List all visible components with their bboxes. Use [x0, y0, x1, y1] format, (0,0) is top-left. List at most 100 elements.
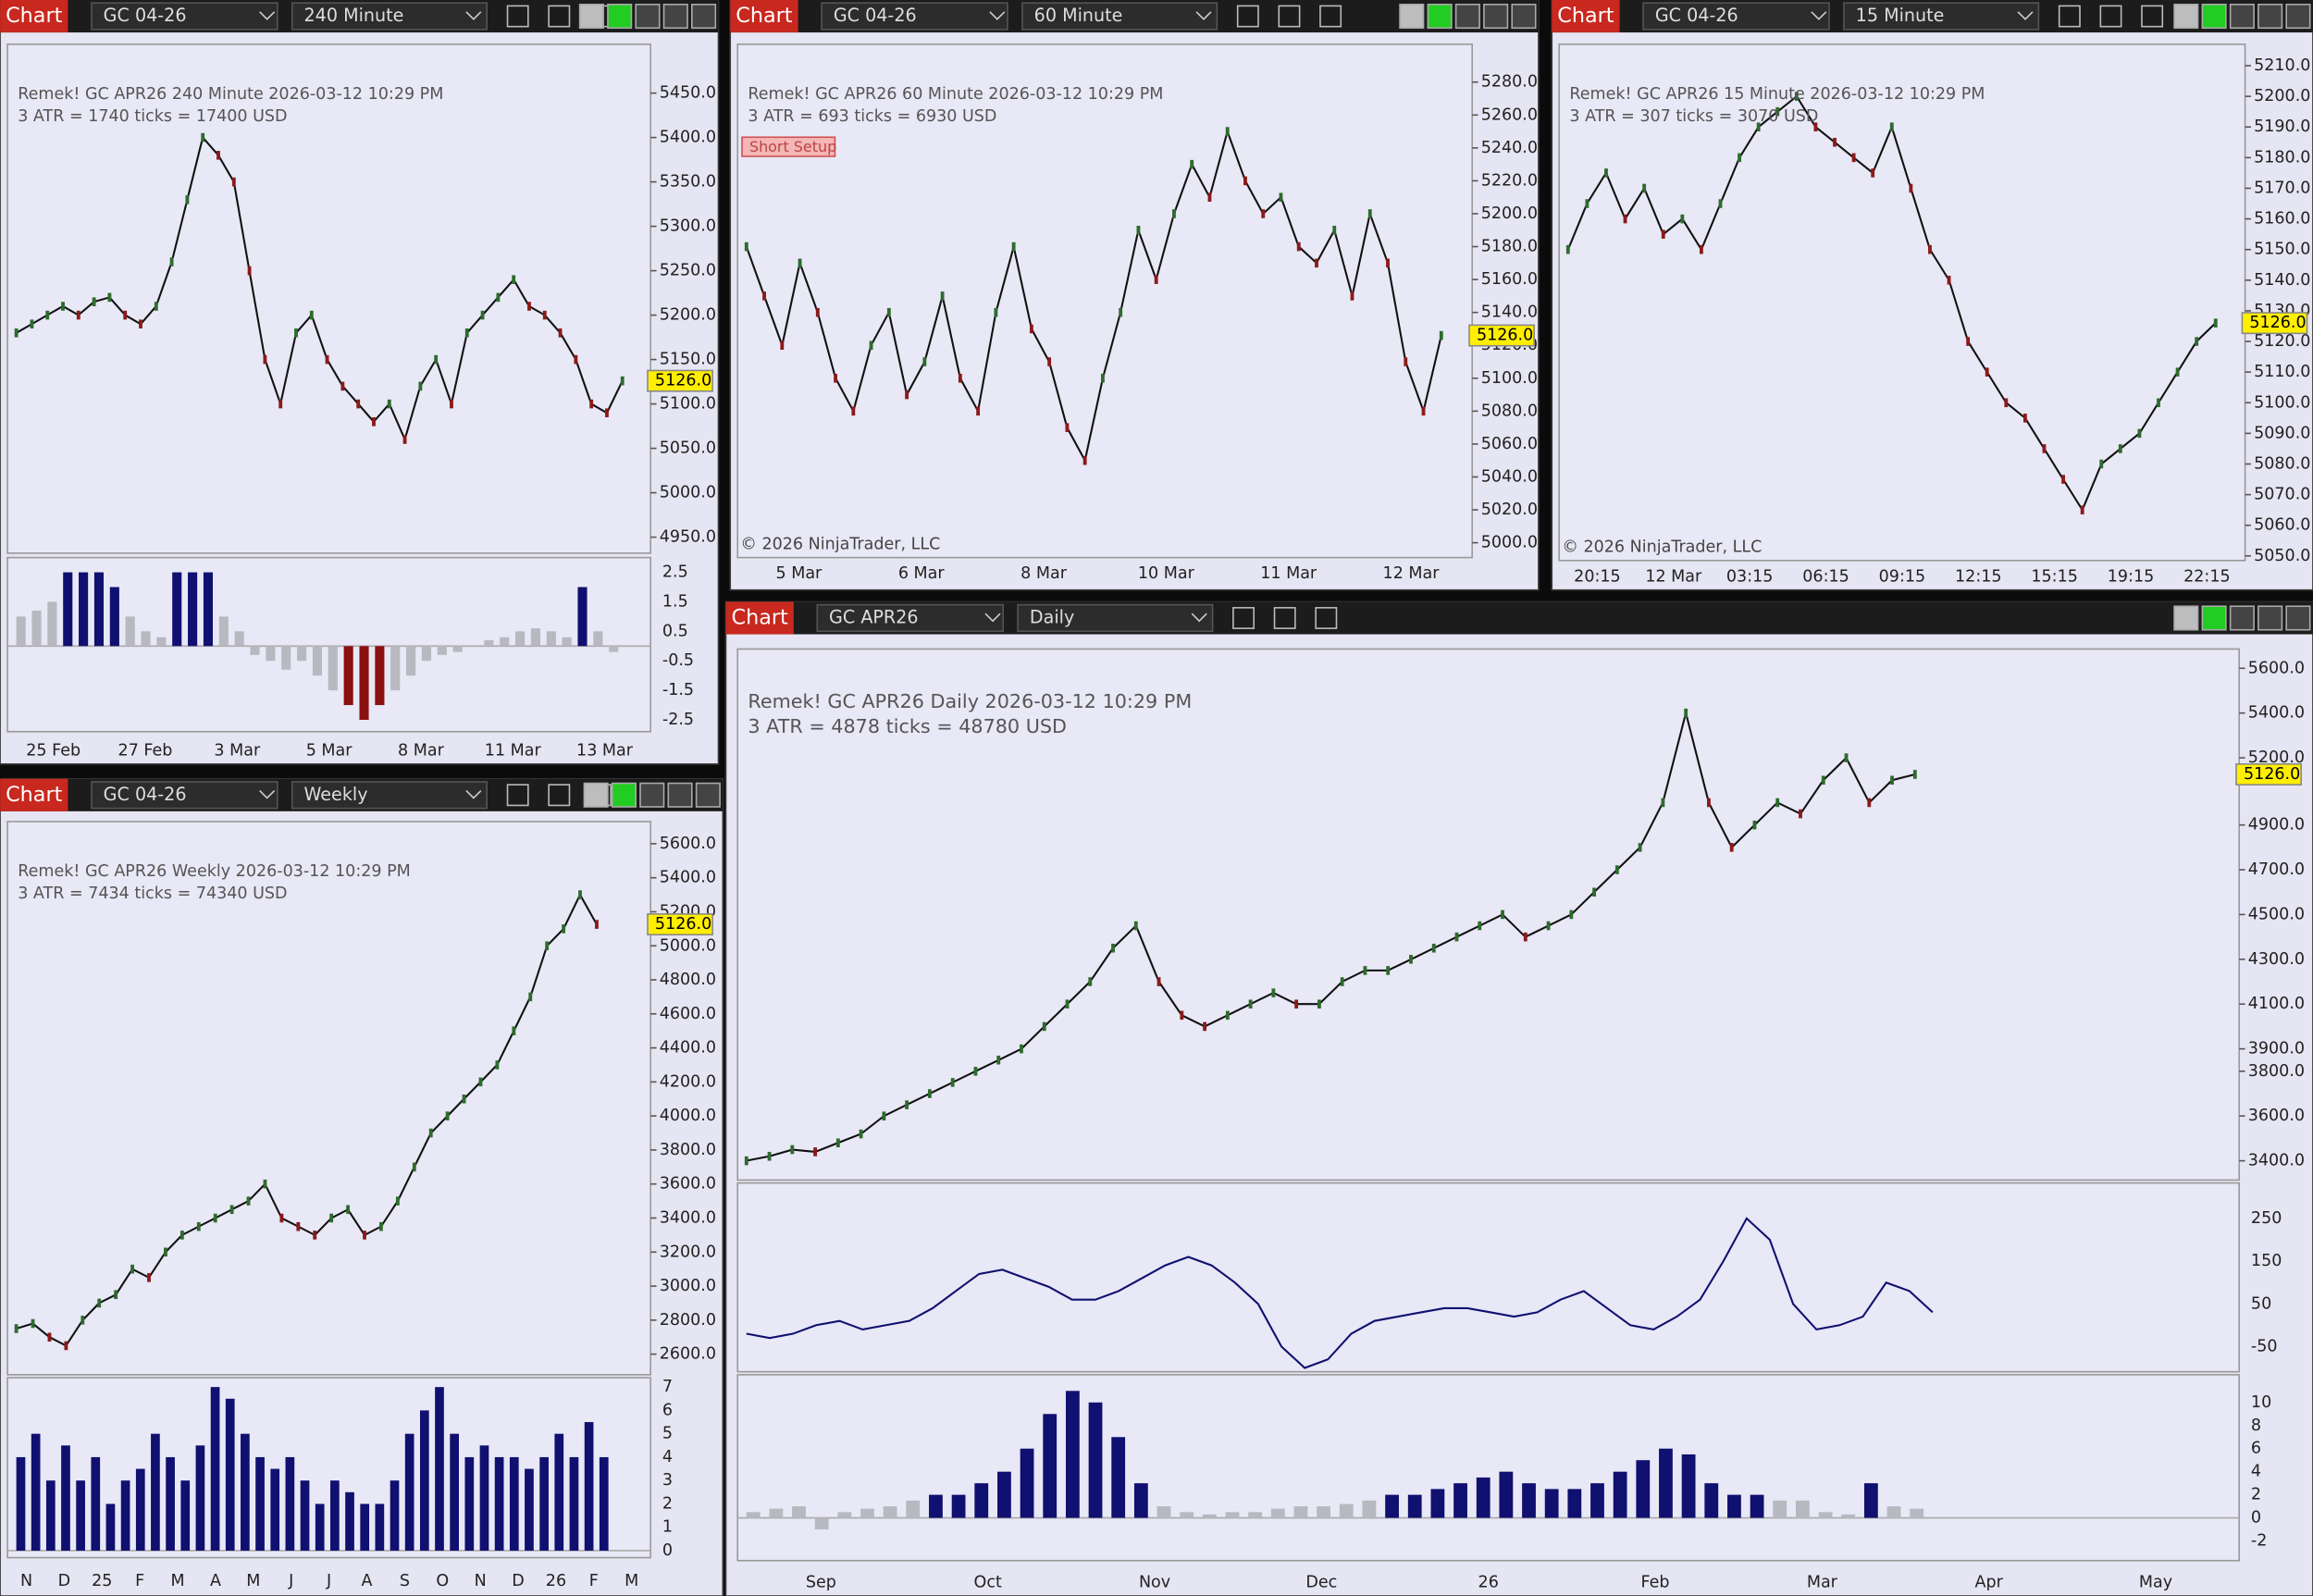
chart-tab[interactable]	[725, 601, 794, 635]
window-button[interactable]	[2229, 605, 2255, 631]
instrument-selector[interactable]	[821, 2, 1008, 31]
indicator-tick-label: -2	[2251, 1532, 2267, 1551]
price-tick-label: 3800.0	[2248, 1062, 2305, 1081]
chart-tab[interactable]	[0, 0, 68, 33]
chart-tab[interactable]	[1552, 0, 1620, 33]
window-button[interactable]	[695, 782, 721, 808]
indicator-tick-label: -0.5	[662, 651, 694, 670]
instrument-selector[interactable]	[91, 781, 278, 810]
price-marker	[2241, 312, 2308, 335]
instrument-text: GC APR26	[829, 606, 919, 627]
candle	[445, 1111, 450, 1120]
toolbar-tool[interactable]	[1232, 607, 1255, 629]
candle	[1317, 999, 1321, 1009]
histogram-bar	[156, 637, 167, 647]
interval-selector[interactable]	[1021, 2, 1218, 31]
price-tick-label: 4100.0	[2248, 995, 2305, 1013]
toolbar-tool[interactable]	[2141, 5, 2164, 28]
window-button[interactable]	[1427, 3, 1453, 30]
window-button[interactable]	[1454, 3, 1480, 30]
time-label: 3 Mar	[214, 741, 261, 760]
price-tick-label: 4950.0	[660, 528, 716, 547]
candle	[1638, 843, 1642, 852]
histogram-bar	[484, 639, 494, 647]
instrument-selector[interactable]	[91, 2, 278, 31]
candle	[744, 241, 748, 252]
price-tick-label: 5000.0	[660, 936, 716, 955]
candle	[1821, 775, 1825, 786]
window-button[interactable]	[1483, 3, 1509, 30]
histogram-bar	[1476, 1477, 1490, 1518]
histogram-bar	[93, 572, 105, 647]
price-tick-label: 2800.0	[660, 1311, 716, 1330]
price-tick-label: 5450.0	[660, 84, 716, 103]
price-tick-label: 5050.0	[2254, 547, 2310, 565]
window-button[interactable]	[611, 782, 637, 808]
toolbar-tool[interactable]	[1236, 5, 1259, 28]
price-tick-label: 3200.0	[660, 1243, 716, 1261]
window-button[interactable]	[2173, 605, 2199, 631]
window-button[interactable]	[2257, 605, 2283, 631]
toolbar-tool[interactable]	[506, 5, 529, 28]
chart-tab[interactable]	[730, 0, 798, 33]
histogram-bar	[234, 631, 244, 647]
window-button[interactable]	[2173, 3, 2199, 30]
window-button[interactable]	[2285, 605, 2311, 631]
window-button[interactable]	[639, 782, 665, 808]
window-button[interactable]	[635, 3, 661, 30]
candle	[247, 266, 252, 276]
window-button[interactable]	[1511, 3, 1537, 30]
window-button[interactable]	[2229, 3, 2255, 30]
toolbar-tool[interactable]	[1319, 5, 1342, 28]
candle	[1729, 843, 1734, 852]
histogram-bar	[1681, 1454, 1696, 1518]
window-button[interactable]	[583, 782, 609, 808]
toolbar-tool[interactable]	[1273, 607, 1296, 629]
histogram-bar	[241, 1433, 250, 1551]
histogram-bar	[883, 1506, 897, 1518]
chart-tab[interactable]	[0, 778, 68, 811]
toolbar-tool[interactable]	[2099, 5, 2122, 28]
candle	[620, 376, 625, 386]
window-button[interactable]	[667, 782, 693, 808]
interval-selector[interactable]	[1843, 2, 2040, 31]
histogram-bar	[539, 1456, 549, 1551]
window-button[interactable]	[2257, 3, 2283, 30]
candle	[185, 195, 190, 204]
window-button[interactable]	[2285, 3, 2311, 30]
toolbar-tool[interactable]	[1278, 5, 1301, 28]
toolbar-tool[interactable]	[548, 784, 571, 807]
window-button[interactable]	[691, 3, 717, 30]
histogram-bar	[390, 1480, 400, 1551]
window-button[interactable]	[662, 3, 688, 30]
toolbar-tool[interactable]	[506, 784, 529, 807]
toolbar-tool[interactable]	[548, 5, 571, 28]
window-button[interactable]	[607, 3, 633, 30]
candle	[1642, 183, 1647, 193]
window-button[interactable]	[1399, 3, 1425, 30]
time-label: N	[20, 1572, 32, 1590]
interval-selector[interactable]	[291, 781, 488, 810]
histogram-bar	[375, 646, 385, 706]
histogram-bar	[300, 1480, 310, 1551]
time-label: 25 Feb	[26, 741, 80, 760]
candle	[762, 291, 766, 301]
price-marker	[1468, 324, 1535, 347]
histogram-bar	[437, 646, 447, 655]
chart-info: 3 ATR = 1740 ticks = 17400 USD	[18, 107, 287, 126]
window-button[interactable]	[578, 3, 604, 30]
interval-selector[interactable]	[1017, 603, 1214, 633]
instrument-selector[interactable]	[1642, 2, 1830, 31]
indicator-pane	[736, 1374, 2240, 1562]
window-button[interactable]	[2201, 605, 2227, 631]
interval-selector[interactable]	[291, 2, 488, 31]
price-tick-label: 4000.0	[660, 1107, 716, 1125]
toolbar-tool[interactable]	[1315, 607, 1338, 629]
indicator-tick-label: 8	[2251, 1417, 2261, 1435]
candle	[1794, 92, 1799, 101]
dropdown-arrow	[465, 11, 482, 20]
window-button[interactable]	[2201, 3, 2227, 30]
instrument-selector[interactable]	[816, 603, 1004, 633]
toolbar-tool[interactable]	[2058, 5, 2081, 28]
candle	[1661, 229, 1665, 239]
